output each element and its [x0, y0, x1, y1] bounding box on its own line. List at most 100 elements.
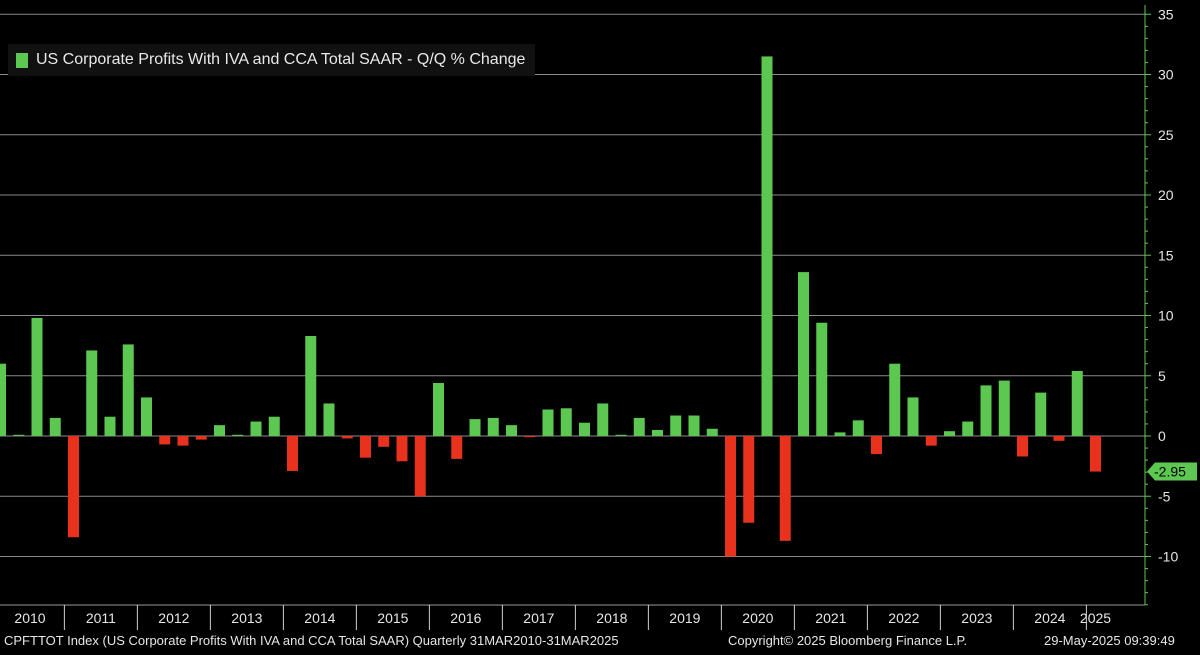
- x-year-label: 2010: [14, 610, 45, 626]
- bar-q2-2020: [743, 436, 755, 523]
- bar-q2-2010: [13, 434, 25, 436]
- bar-q1-2022: [871, 436, 882, 455]
- bar-q3-2017: [542, 409, 554, 436]
- bar-q2-2023: [962, 421, 974, 436]
- bar-q2-2018: [597, 403, 609, 436]
- bar-q1-2021: [798, 272, 809, 436]
- x-year-label: 2023: [961, 610, 992, 626]
- x-year-label: 2016: [450, 610, 481, 626]
- bar-q1-2011: [68, 436, 79, 538]
- y-tick-label: -5: [1158, 488, 1171, 504]
- y-tick-label: 15: [1158, 247, 1174, 263]
- x-axis: 2010 2011 2012 2013 2014 2015 2016 2017 2018 2019…: [0, 604, 1145, 630]
- bar-q4-2021: [852, 420, 864, 436]
- bar-q1-2025: [1090, 436, 1101, 472]
- bar-q1-2014: [287, 436, 298, 471]
- bar-q2-2017: [524, 436, 536, 438]
- footer-copyright: Copyright© 2025 Bloomberg Finance L.P.: [728, 633, 968, 648]
- x-year-label: 2013: [231, 610, 262, 626]
- footer: CPFTTOT Index (US Corporate Profits With…: [0, 630, 1200, 655]
- y-tick-label: 25: [1158, 127, 1174, 143]
- bar-q1-2024: [1017, 436, 1028, 457]
- bar-q4-2018: [633, 417, 645, 436]
- bar-q3-2022: [907, 397, 919, 436]
- bar-q4-2014: [341, 436, 353, 439]
- bar-q2-2015: [378, 436, 390, 447]
- bar-q2-2016: [451, 436, 463, 459]
- bar-q2-2019: [670, 415, 682, 436]
- footer-index-description: CPFTTOT Index (US Corporate Profits With…: [4, 633, 619, 648]
- x-year-label: 2017: [523, 610, 554, 626]
- legend-swatch: [16, 52, 28, 68]
- bar-q1-2013: [214, 425, 225, 436]
- y-tick-label: 10: [1158, 308, 1174, 324]
- x-year-label: 2012: [158, 610, 189, 626]
- bar-q1-2020: [725, 436, 736, 557]
- bars: [0, 56, 1101, 557]
- bar-q4-2010: [49, 417, 61, 436]
- bar-q4-2020: [779, 436, 791, 541]
- bar-q3-2020: [761, 56, 773, 437]
- legend: US Corporate Profits With IVA and CCA To…: [8, 44, 536, 76]
- bar-q3-2013: [250, 421, 262, 436]
- bar-q4-2016: [487, 417, 499, 436]
- y-tick-label: 0: [1158, 428, 1166, 444]
- bar-q4-2015: [414, 436, 426, 497]
- bar-q2-2014: [305, 335, 317, 436]
- y-tick-label: 20: [1158, 187, 1174, 203]
- legend-label: US Corporate Profits With IVA and CCA To…: [36, 51, 526, 68]
- bar-q4-2012: [195, 436, 207, 440]
- bar-q4-2013: [268, 416, 280, 436]
- bar-q3-2023: [980, 385, 992, 436]
- bar-q3-2016: [469, 419, 481, 436]
- last-value-tag: [1147, 462, 1197, 481]
- x-year-label: 2015: [377, 610, 408, 626]
- x-year-label: 2019: [669, 610, 700, 626]
- y-tick-label: 35: [1158, 6, 1174, 22]
- bar-q2-2024: [1035, 392, 1047, 436]
- bar-q3-2015: [396, 436, 408, 462]
- bar-q4-2011: [122, 344, 134, 436]
- x-year-label: 2018: [596, 610, 627, 626]
- bar-q4-2024: [1071, 370, 1083, 436]
- bar-q1-2012: [141, 397, 152, 436]
- bar-q3-2019: [688, 415, 700, 436]
- bar-q4-2022: [925, 436, 937, 446]
- bar-q3-2018: [615, 434, 627, 436]
- x-year-label: 2011: [86, 610, 116, 626]
- x-year-label: 2014: [304, 610, 335, 626]
- bar-q1-2017: [506, 425, 517, 436]
- y-tick-label: 5: [1158, 368, 1166, 384]
- bar-q4-2023: [998, 380, 1010, 436]
- bar-q1-2016: [433, 382, 444, 436]
- x-year-label: 2021: [815, 610, 846, 626]
- bar-q3-2012: [177, 436, 189, 446]
- bar-q4-2019: [706, 428, 718, 436]
- bar-q4-2017: [560, 408, 572, 436]
- bar-q3-2011: [104, 416, 116, 436]
- last-value-label: -2.95: [1154, 464, 1186, 480]
- bar-q1-2018: [579, 422, 590, 436]
- x-year-label: 2022: [888, 610, 919, 626]
- x-year-label: 2020: [742, 610, 773, 626]
- footer-timestamp: 29-May-2025 09:39:49: [1044, 633, 1175, 648]
- bar-q1-2015: [360, 436, 371, 458]
- bar-q1-2010: [0, 363, 6, 436]
- bar-q3-2014: [323, 403, 335, 436]
- y-tick-label: -10: [1158, 549, 1178, 565]
- bar-q2-2011: [86, 350, 98, 436]
- bar-q3-2024: [1053, 436, 1065, 441]
- bar-q3-2021: [834, 432, 846, 436]
- bar-q1-2019: [652, 429, 663, 436]
- gridlines: [0, 13, 1145, 557]
- bar-q2-2013: [232, 434, 244, 436]
- bar-q2-2022: [889, 363, 901, 436]
- bar-q2-2021: [816, 322, 828, 436]
- y-axis: -10 -5 0 5 10 15 20 25 30 35 -2.95: [1144, 5, 1197, 606]
- y-tick-label: 30: [1158, 67, 1174, 83]
- x-year-label: 2024: [1034, 610, 1065, 626]
- bar-q2-2012: [159, 436, 171, 445]
- bar-q3-2010: [31, 317, 43, 436]
- x-year-label: 2025: [1080, 610, 1111, 626]
